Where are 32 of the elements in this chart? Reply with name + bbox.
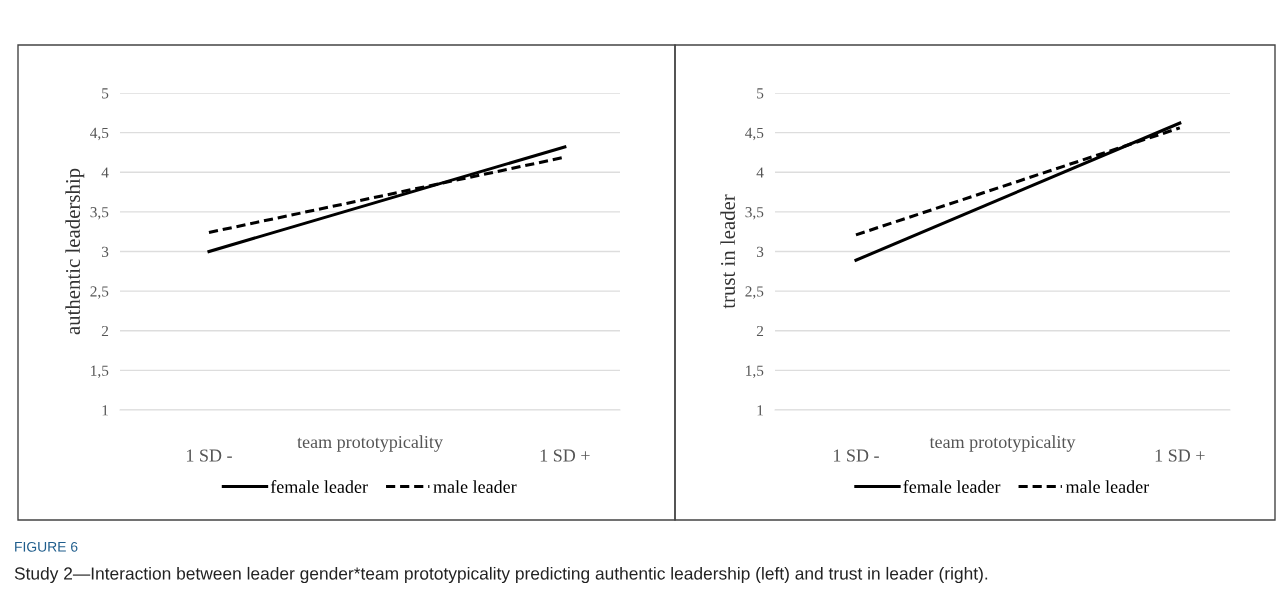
text: Study 2—Interaction between leader gender*team prototypicality predicting authentic leadership (left) and trust in leader (right).	[14, 566, 988, 584]
y-tick-label: 1	[102, 405, 108, 416]
y-tick-label: 2,5	[745, 286, 764, 299]
y-tick-label: 2	[756, 325, 764, 337]
x-axis-title: team prototypicality	[929, 435, 1076, 452]
y-tick-label: 4,5	[90, 127, 109, 141]
y-tick-label: 1,5	[746, 365, 764, 379]
y-tick-label: 2,5	[90, 286, 109, 299]
legend-label: male leader	[1065, 480, 1150, 493]
legend-label: female leader	[903, 480, 1001, 493]
y-tick-label: 3,5	[745, 207, 764, 220]
y-tick-label: 4	[756, 167, 764, 178]
x-tick-label: 1 SD +	[540, 449, 590, 462]
y-tick-label: 1,5	[91, 365, 109, 379]
caption: FIGURE 6	[15, 541, 78, 552]
legend-label: female leader	[270, 480, 368, 493]
y-axis-title: trust in leader	[720, 194, 735, 309]
y-tick-label: 5	[757, 88, 764, 99]
y-tick-label: 5	[102, 88, 109, 99]
y-tick-label: 4,5	[745, 127, 764, 141]
y-tick-label: 3	[756, 246, 764, 257]
y-tick-label: 3	[101, 246, 109, 257]
y-tick-label: 1	[757, 405, 763, 416]
y-tick-label: 2	[101, 325, 109, 337]
legend-label: male leader	[433, 480, 517, 493]
y-tick-label: 3,5	[90, 207, 109, 220]
y-axis-title: authentic leadership	[65, 168, 85, 335]
x-tick-label: 1 SD -	[833, 449, 879, 462]
x-tick-label: 1 SD -	[186, 449, 232, 462]
x-tick-label: 1 SD +	[1155, 449, 1205, 462]
y-tick-label: 4	[101, 167, 109, 178]
x-axis-title: team prototypicality	[297, 435, 443, 452]
